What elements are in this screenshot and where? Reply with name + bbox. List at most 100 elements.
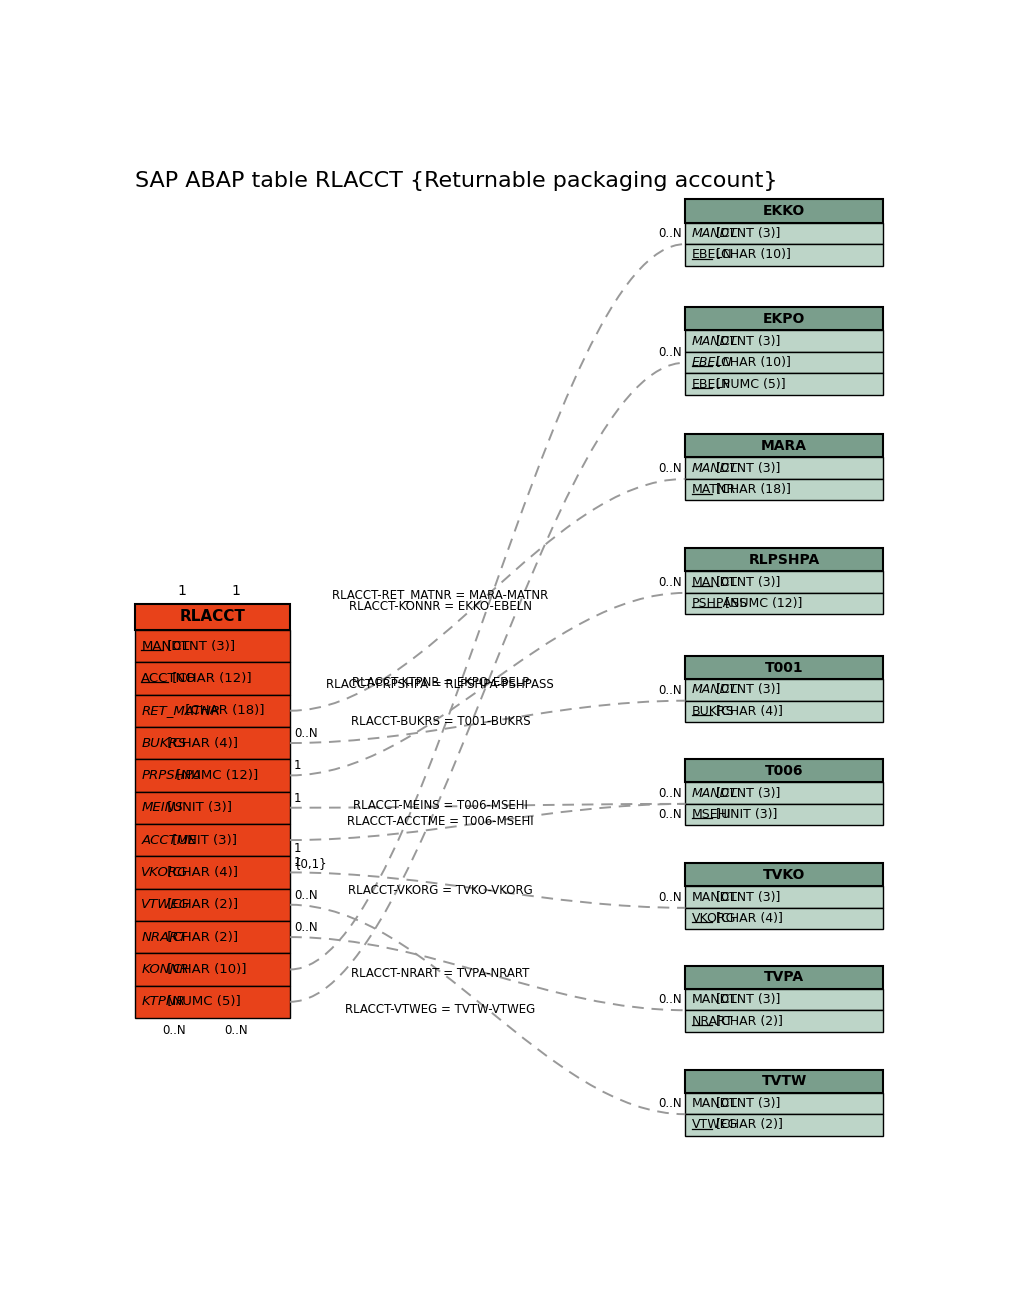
Text: 0..N: 0..N [658,808,682,821]
Text: MANDT: MANDT [692,787,738,800]
Text: VKORG: VKORG [692,912,736,925]
Text: [CLNT (3)]: [CLNT (3)] [712,994,781,1005]
Text: MEINS: MEINS [142,801,183,814]
Bar [686,457,883,479]
Text: [UNIT (3)]: [UNIT (3)] [163,801,232,814]
Text: BUKRS: BUKRS [692,706,735,717]
Text: MANDT: MANDT [692,1097,738,1110]
Text: RLACCT-KTPNR = EKPO-EBELP: RLACCT-KTPNR = EKPO-EBELP [352,675,529,689]
Text: 0..N: 0..N [294,726,318,740]
Text: NRART: NRART [692,1014,734,1028]
Text: [CHAR (4)]: [CHAR (4)] [712,912,784,925]
Text: PRPSHPA: PRPSHPA [142,768,202,781]
Bar [686,571,883,593]
Text: 1
{0,1}: 1 {0,1} [294,842,328,869]
Text: RLACCT: RLACCT [179,609,246,624]
Bar [686,479,883,500]
Bar [686,1114,883,1136]
Text: RLACCT-RET_MATNR = MARA-MATNR: RLACCT-RET_MATNR = MARA-MATNR [332,588,548,601]
Text: [CHAR (4)]: [CHAR (4)] [163,867,238,878]
Bar [686,700,883,723]
Text: EBELN: EBELN [692,249,733,262]
Text: MANDT: MANDT [692,683,738,696]
Bar [686,656,883,679]
Text: 0..N: 0..N [162,1024,185,1037]
Text: [CHAR (4)]: [CHAR (4)] [712,706,784,717]
Text: MANDT: MANDT [692,994,738,1005]
Text: 0..N: 0..N [658,787,682,800]
Text: 0..N: 0..N [658,1097,682,1110]
Text: 0..N: 0..N [658,576,682,589]
Text: RLACCT-PRPSHPA = RLPSHPA-PSHPASS: RLACCT-PRPSHPA = RLPSHPA-PSHPASS [326,678,554,691]
Bar [136,603,290,630]
Text: 0..N: 0..N [294,922,318,935]
Bar [136,662,290,695]
Bar [136,823,290,856]
Bar [686,199,883,223]
Text: ACCTME: ACCTME [142,834,197,847]
Bar [136,792,290,823]
Text: EKKO: EKKO [763,204,805,219]
Bar [686,886,883,908]
Bar [686,783,883,804]
Text: VKORG: VKORG [142,867,189,878]
Text: [CLNT (3)]: [CLNT (3)] [163,640,235,652]
Text: 0..N: 0..N [294,889,318,902]
Text: MANDT: MANDT [692,226,738,240]
Text: RLACCT-NRART = TVPA-NRART: RLACCT-NRART = TVPA-NRART [352,967,530,980]
Text: [CHAR (18)]: [CHAR (18)] [181,704,265,717]
Text: T001: T001 [765,661,804,674]
Text: [NUMC (5)]: [NUMC (5)] [163,995,242,1008]
Bar [686,966,883,988]
Text: VTWEG: VTWEG [692,1118,738,1131]
Text: MANDT: MANDT [692,576,738,589]
Text: MANDT: MANDT [692,335,738,348]
Text: [CLNT (3)]: [CLNT (3)] [712,226,781,240]
Bar [686,988,883,1011]
Text: [CLNT (3)]: [CLNT (3)] [712,1097,781,1110]
Bar [686,330,883,352]
Text: VTWEG: VTWEG [142,898,191,911]
Bar [686,548,883,571]
Text: 0..N: 0..N [658,228,682,241]
Text: RLACCT-MEINS = T006-MSEHI: RLACCT-MEINS = T006-MSEHI [353,800,528,813]
Bar [686,308,883,330]
Text: 1: 1 [231,584,240,597]
Text: TVTW: TVTW [761,1075,807,1088]
Text: PSHPASS: PSHPASS [692,597,748,610]
Text: [CHAR (2)]: [CHAR (2)] [163,898,238,911]
Text: [CHAR (18)]: [CHAR (18)] [712,483,792,496]
Bar [686,908,883,929]
Text: [NUMC (12)]: [NUMC (12)] [720,597,802,610]
Bar [136,856,290,889]
Text: [UNIT (3)]: [UNIT (3)] [712,808,777,821]
Text: [CLNT (3)]: [CLNT (3)] [712,683,781,696]
Text: ACCTNO: ACCTNO [142,672,197,685]
Text: 1: 1 [294,759,302,772]
Text: KTPNR: KTPNR [142,995,185,1008]
Text: 1: 1 [294,856,302,869]
Text: SAP ABAP table RLACCT {Returnable packaging account}: SAP ABAP table RLACCT {Returnable packag… [136,171,777,191]
Text: [CHAR (10)]: [CHAR (10)] [712,356,792,369]
Text: RLACCT-VKORG = TVKO-VKORG: RLACCT-VKORG = TVKO-VKORG [347,884,533,897]
Text: T006: T006 [765,763,803,778]
Text: MANDT: MANDT [142,640,190,652]
Bar [136,630,290,662]
Text: TVKO: TVKO [763,868,805,882]
Bar [136,759,290,792]
Text: RET_MATNR: RET_MATNR [142,704,220,717]
Text: RLACCT-VTWEG = TVTW-VTWEG: RLACCT-VTWEG = TVTW-VTWEG [345,1003,535,1016]
Text: MANDT: MANDT [692,462,738,475]
Bar [686,679,883,700]
Bar [686,1011,883,1031]
Text: EKPO: EKPO [763,312,805,326]
Text: [NUMC (5)]: [NUMC (5)] [712,378,786,390]
Text: [CLNT (3)]: [CLNT (3)] [712,890,781,903]
Text: RLACCT-BUKRS = T001-BUKRS: RLACCT-BUKRS = T001-BUKRS [351,716,530,728]
Bar [686,1069,883,1093]
Text: [CLNT (3)]: [CLNT (3)] [712,335,781,348]
Text: RLACCT-KONNR = EKKO-EBELN: RLACCT-KONNR = EKKO-EBELN [348,601,532,613]
Text: MATNR: MATNR [692,483,736,496]
Text: 0..N: 0..N [658,683,682,696]
Text: BUKRS: BUKRS [142,737,186,750]
